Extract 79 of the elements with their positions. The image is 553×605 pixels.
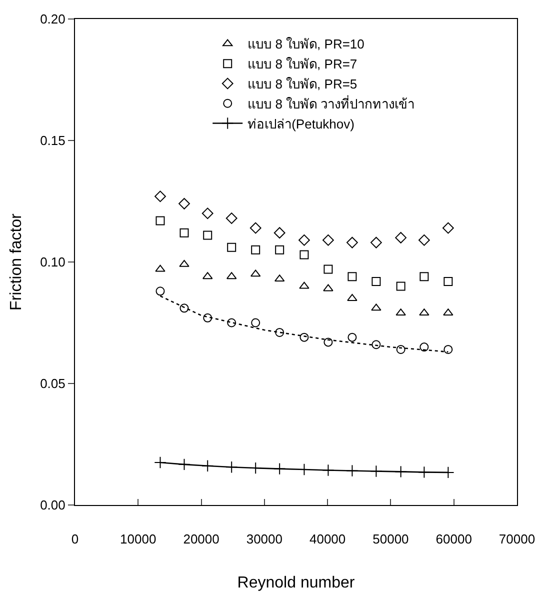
point — [156, 286, 165, 296]
point — [444, 276, 453, 286]
x-tick-label: 60000 — [436, 532, 472, 547]
point — [346, 236, 358, 248]
point — [394, 466, 407, 478]
point — [372, 276, 381, 286]
point — [227, 318, 236, 328]
point — [348, 272, 357, 282]
point — [251, 318, 260, 328]
point — [225, 460, 238, 474]
point — [395, 232, 407, 244]
point — [419, 308, 430, 316]
y-tick-label: 0.15 — [40, 133, 66, 148]
legend-label: แบบ 8 ใบพัด, PR=7 — [248, 56, 358, 72]
point — [372, 340, 381, 350]
point — [179, 260, 190, 267]
point — [203, 230, 212, 240]
point — [275, 245, 284, 254]
point — [202, 208, 214, 220]
point — [180, 228, 189, 238]
point — [444, 344, 453, 354]
point — [300, 332, 309, 342]
x-tick-label: 30000 — [246, 532, 283, 547]
point — [442, 222, 454, 234]
point — [250, 222, 262, 234]
point — [370, 465, 382, 478]
point — [418, 234, 430, 246]
point — [346, 464, 358, 477]
point — [178, 458, 190, 471]
point — [156, 216, 165, 226]
y-tick-label: 0.20 — [40, 12, 66, 27]
x-tick-label: 50000 — [372, 532, 409, 547]
point — [180, 304, 189, 313]
point — [249, 462, 262, 474]
point — [274, 227, 286, 239]
point — [298, 234, 310, 246]
point — [275, 328, 284, 337]
point — [300, 250, 309, 260]
y-tick-label: 0.05 — [40, 376, 66, 392]
point — [322, 464, 334, 476]
x-tick-label: 40000 — [309, 532, 346, 547]
point — [322, 234, 334, 246]
y-axis-title: Friction factor — [8, 212, 25, 310]
point — [396, 344, 406, 354]
point — [396, 308, 406, 316]
point — [443, 308, 454, 316]
point — [299, 282, 310, 289]
point — [251, 245, 260, 254]
point — [154, 456, 166, 469]
point — [154, 190, 166, 202]
x-tick-label: 20000 — [183, 532, 220, 547]
point — [324, 264, 333, 274]
point — [370, 236, 382, 248]
point — [396, 282, 406, 291]
point — [178, 198, 190, 210]
point — [418, 466, 430, 478]
point — [227, 242, 236, 252]
y-tick-label: 0.10 — [40, 254, 66, 270]
legend-label: ท่อเปล่า(Petukhov) — [248, 116, 354, 132]
point — [226, 212, 238, 224]
point — [347, 294, 358, 301]
legend-label: แบบ 8 ใบพัด วางที่ปากทางเข้า — [248, 95, 415, 112]
legend-label: แบบ 8 ใบพัด, PR=5 — [248, 76, 358, 92]
point — [420, 272, 429, 282]
point — [273, 462, 286, 475]
x-tick-label: 70000 — [498, 532, 536, 547]
point — [155, 264, 166, 272]
point — [323, 284, 334, 292]
point — [371, 304, 382, 311]
x-tick-label: 10000 — [120, 532, 156, 547]
point — [324, 338, 333, 347]
point — [202, 460, 214, 472]
y-tick-label: 0.00 — [40, 498, 66, 513]
point — [348, 332, 357, 342]
point — [203, 313, 212, 322]
point — [420, 342, 429, 352]
x-axis-title: Reynold number — [237, 574, 356, 592]
legend-label: แบบ 8 ใบพัด, PR=10 — [248, 36, 364, 52]
x-tick-label: 0 — [71, 532, 79, 547]
